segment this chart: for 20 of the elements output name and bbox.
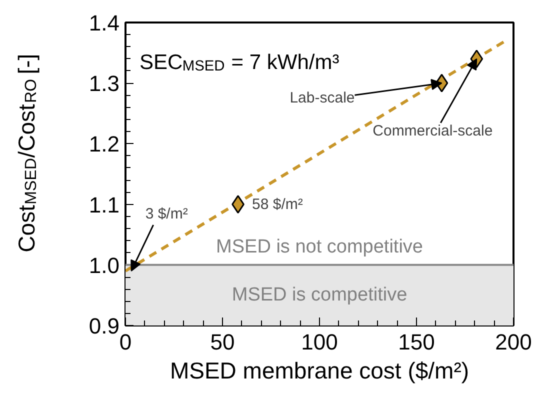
y-tick-label: 1.3 [88,71,120,96]
annotation: 58 $/m² [252,196,303,213]
annotation: 3 $/m² [145,205,188,222]
y-tick-label: 1.1 [88,192,120,218]
x-tick-label: 0 [119,330,132,354]
band-label: MSED is competitive [232,284,408,306]
annotation: Lab-scale [290,90,355,107]
y-axis-title: CostMSED/CostRO [-] [14,54,40,252]
x-tick-label: 50 [210,330,235,354]
x-tick-label: 100 [301,330,338,354]
y-tick-label: 1.4 [88,10,120,36]
annotation: Commercial-scale [372,122,493,140]
y-tick-label: 1.0 [88,252,120,278]
x-tick-label: 200 [495,330,532,354]
y-tick-label: 0.9 [88,314,120,338]
ref-line-label: MSED is not competitive [216,236,423,258]
y-tick-label: 1.2 [88,132,120,157]
annotation: SECMSED = 7 kWh/m³ [140,51,340,75]
x-tick-label: 150 [398,330,435,354]
x-axis-title: MSED membrane cost ($/m²) [170,358,470,384]
